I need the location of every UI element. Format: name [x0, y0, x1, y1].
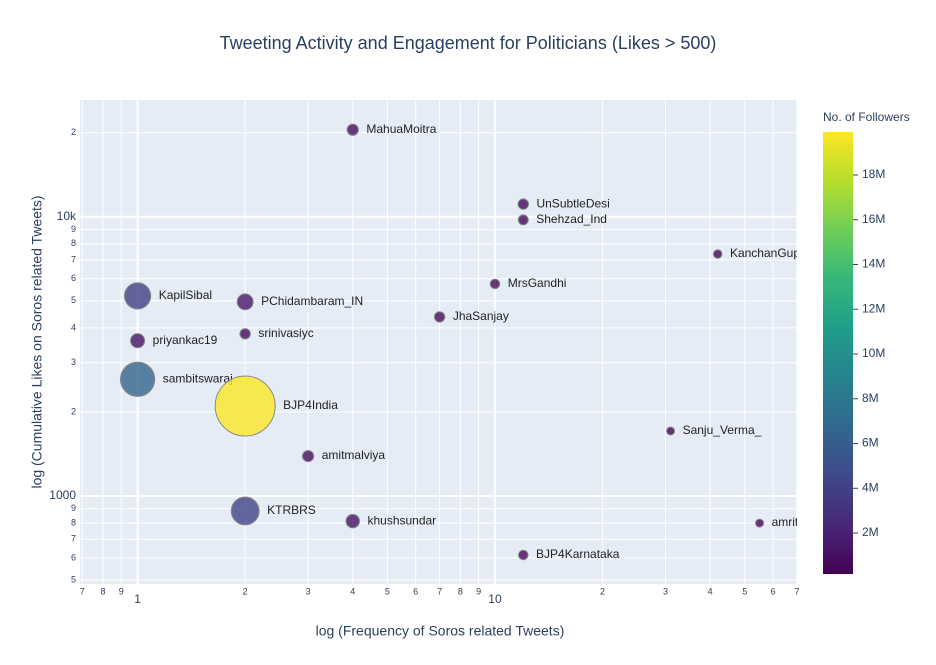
bubble: [517, 214, 529, 226]
y-tick-label: 3: [71, 357, 76, 367]
x-tick-label: 6: [771, 586, 776, 596]
x-tick-label: 4: [708, 586, 713, 596]
plot-background: [80, 100, 797, 584]
colorbar-tick-label: 12M: [862, 301, 885, 315]
x-tick-label: 8: [100, 586, 105, 596]
x-tick-label: 6: [413, 586, 418, 596]
point-label: Sanju_Verma_: [683, 423, 762, 437]
chart-title: Tweeting Activity and Engagement for Pol…: [220, 33, 717, 53]
x-tick-label: 5: [385, 586, 390, 596]
y-tick-label: 6: [71, 552, 76, 562]
y-tick-label: 4: [71, 322, 76, 332]
y-tick-label: 8: [71, 238, 76, 248]
colorbar-tick-label: 8M: [862, 391, 879, 405]
colorbar-tick-label: 6M: [862, 436, 879, 450]
bubble: [517, 198, 529, 210]
colorbar-tick-label: 16M: [862, 212, 885, 226]
bubble: [130, 333, 146, 349]
y-tick-label: 9: [71, 224, 76, 234]
y-tick-label: 9: [71, 503, 76, 513]
point-label: amitmalviya: [322, 448, 386, 462]
x-tick-label: 9: [476, 586, 481, 596]
x-tick-label: 3: [663, 586, 668, 596]
bubble: [345, 513, 360, 529]
x-tick-label: 7: [437, 586, 442, 596]
y-tick-label: 5: [71, 574, 76, 584]
bubble: [712, 249, 723, 259]
x-tick-label: 2: [600, 586, 605, 596]
bubble: [119, 361, 156, 397]
colorbar-tick-label: 10M: [862, 346, 885, 360]
point-label: BJP4India: [283, 398, 338, 412]
x-axis-title: log (Frequency of Soros related Tweets): [316, 623, 565, 639]
point-label: BJP4Karnataka: [536, 547, 620, 561]
y-tick-label: 2: [71, 127, 76, 137]
point-label: srinivasiyc: [258, 326, 313, 340]
bubble: [123, 282, 152, 310]
point-label: UnSubtleDesi: [536, 196, 609, 210]
bubble: [236, 293, 254, 311]
point-label: KanchanGupt: [730, 246, 804, 260]
grid: [80, 100, 798, 584]
colorbar-tick-label: 14M: [862, 257, 885, 271]
y-tick-label: 7: [71, 254, 76, 264]
colorbar-title: No. of Followers: [823, 110, 910, 124]
point-label: PChidambaram_IN: [261, 294, 363, 308]
y-tick-label: 2: [71, 406, 76, 416]
colorbar: [823, 132, 853, 574]
x-tick-label: 9: [119, 586, 124, 596]
x-tick-label: 8: [458, 586, 463, 596]
y-tick-label: 8: [71, 517, 76, 527]
x-tick-label: 2: [243, 586, 248, 596]
point-label: MahuaMoitra: [366, 122, 436, 136]
point-label: amrita: [772, 515, 806, 529]
point-label: KTRBRS: [267, 503, 316, 517]
point-label: MrsGandhi: [508, 276, 567, 290]
point-label: sambitswaraj: [163, 371, 233, 385]
x-tick-label: 3: [306, 586, 311, 596]
point-label: JhaSanjay: [453, 309, 509, 323]
point-label: khushsundar: [367, 513, 436, 527]
colorbar-tick-label: 18M: [862, 167, 885, 181]
bubble: [489, 278, 501, 290]
x-tick-label: 4: [350, 586, 355, 596]
point-label: Shehzad_Ind: [536, 212, 607, 226]
bubble: [346, 123, 359, 136]
bubble: [230, 496, 260, 526]
x-tick-label: 10: [488, 592, 502, 606]
bubble: [214, 375, 276, 437]
points: MahuaMoitra UnSubtleDesi Shehzad_Ind Kancha…: [119, 122, 806, 561]
y-tick-label: 1000: [49, 488, 76, 502]
bubble: [433, 311, 446, 323]
bubble: [239, 328, 251, 340]
y-tick-label: 7: [71, 534, 76, 544]
colorbar-tick-label: 4M: [862, 480, 879, 494]
y-axis-title: log (Cumulative Likes on Soros related T…: [29, 195, 45, 488]
bubble: [755, 518, 765, 528]
x-tick-label: 7: [80, 586, 85, 596]
y-tick-label: 6: [71, 273, 76, 283]
bubble: [518, 549, 529, 561]
colorbar-tick-label: 2M: [862, 525, 879, 539]
point-label: priyankac19: [153, 333, 218, 347]
x-tick-label: 5: [742, 586, 747, 596]
bubble: [301, 449, 315, 463]
y-tick-label: 5: [71, 295, 76, 305]
point-label: KapilSibal: [159, 288, 212, 302]
bubble: [666, 426, 676, 436]
y-tick-label: 10k: [57, 209, 77, 223]
x-tick-label: 7: [794, 586, 799, 596]
x-tick-label: 1: [134, 592, 141, 606]
